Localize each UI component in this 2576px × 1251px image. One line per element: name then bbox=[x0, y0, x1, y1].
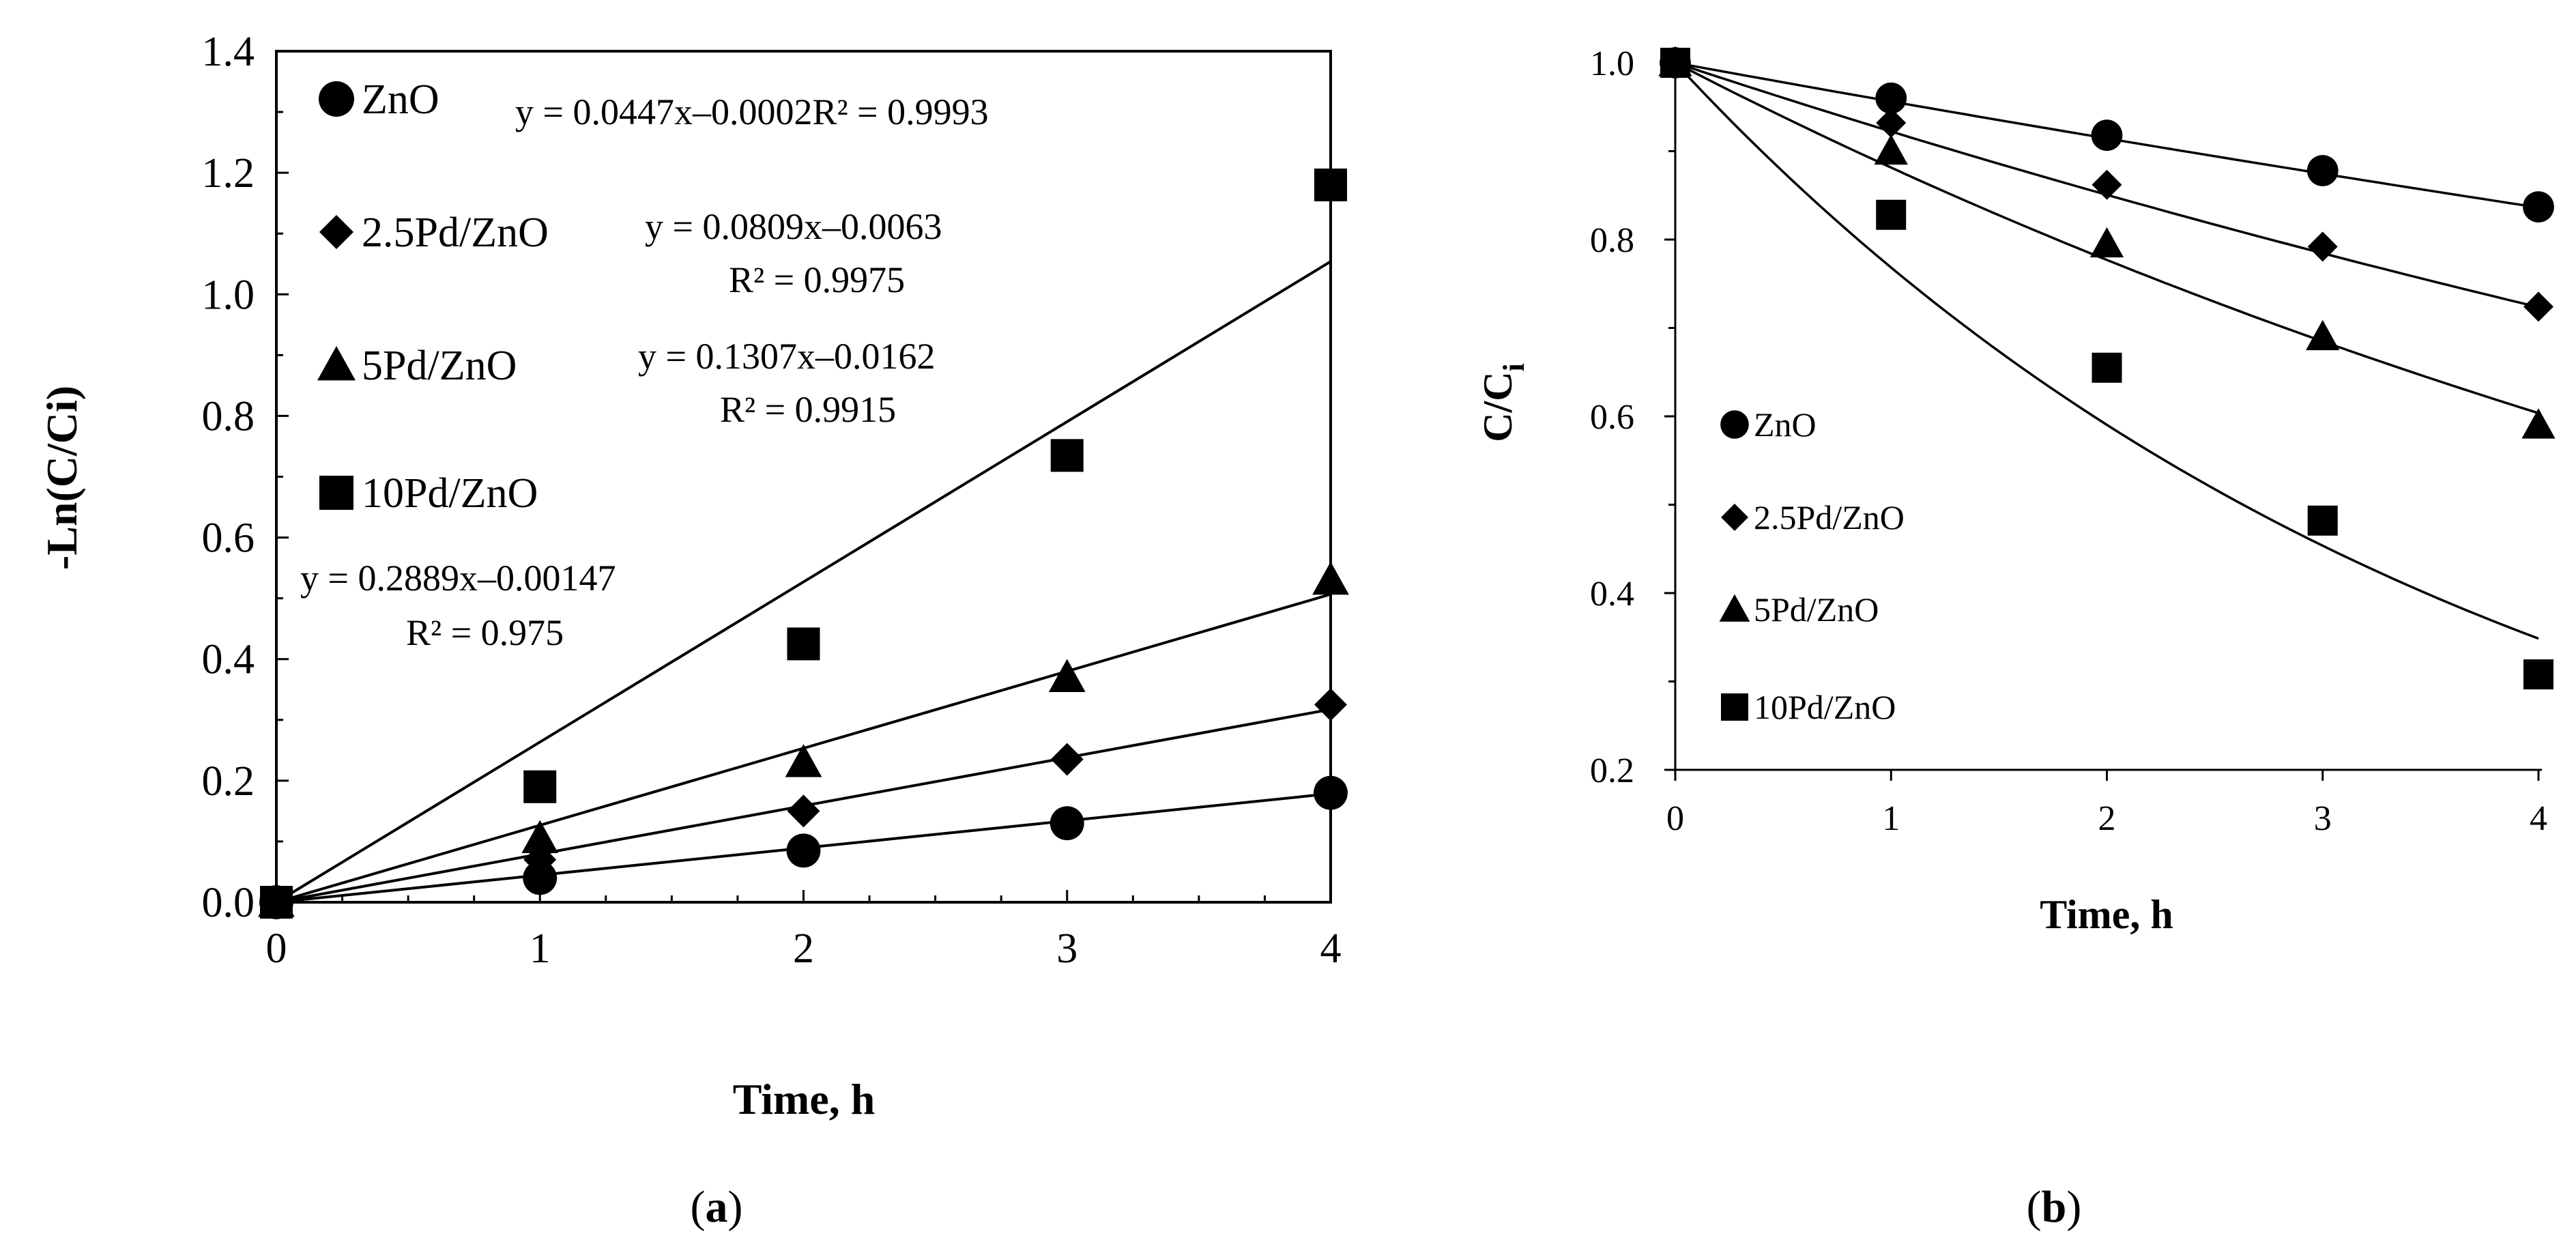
data-point-b-0 bbox=[1875, 82, 1907, 114]
y-tick-label-b: 0.8 bbox=[1590, 221, 1634, 260]
y-axis-title-a: -Ln(C/Ci) bbox=[38, 386, 86, 570]
data-point-2 bbox=[785, 744, 822, 777]
data-point-b-1 bbox=[1876, 108, 1907, 139]
legend-marker-b-3 bbox=[1721, 693, 1748, 721]
data-point-3 bbox=[1050, 439, 1084, 472]
r2-3: R² = 0.975 bbox=[406, 612, 564, 653]
data-point-1 bbox=[787, 794, 820, 828]
y-tick-label-b: 0.4 bbox=[1590, 575, 1634, 614]
x-tick-label-b: 3 bbox=[2314, 799, 2332, 838]
data-point-0 bbox=[523, 861, 558, 895]
r2-2: R² = 0.9915 bbox=[720, 389, 896, 430]
y-tick-label-a: 0.4 bbox=[202, 637, 255, 683]
panel-label-a: (a) bbox=[691, 1182, 743, 1232]
x-tick-label-a: 1 bbox=[530, 925, 551, 972]
legend-marker-b-0 bbox=[1720, 410, 1749, 439]
data-point-3 bbox=[260, 886, 293, 919]
x-tick-label-a: 0 bbox=[266, 925, 287, 972]
data-point-b-2 bbox=[2306, 319, 2340, 351]
legend-label-3: 10Pd/ZnO bbox=[362, 470, 538, 517]
chart-a: 0.0 0.2 0.4 0.6 0.8 1.0 1.2 1.4 0 1 2 3 4 ZnO 2.5Pd/Zn… bbox=[38, 29, 1349, 1232]
data-point-b-2 bbox=[2521, 408, 2556, 439]
data-point-b-0 bbox=[2306, 155, 2339, 186]
x-tick-label-b: 4 bbox=[2530, 799, 2547, 838]
data-point-b-3 bbox=[2523, 659, 2553, 690]
data-point-b-1 bbox=[2092, 169, 2122, 200]
y-tick-label-a: 1.2 bbox=[202, 150, 255, 197]
chart-b: 0.2 0.4 0.6 0.8 1.0 0 1 2 3 4 ZnO 2.5Pd/ZnO 5Pd/ZnO 1… bbox=[1475, 44, 2556, 1232]
x-tick-label-a: 4 bbox=[1320, 925, 1342, 972]
legend-label-b-3: 10Pd/ZnO bbox=[1754, 688, 1896, 726]
y-axis-title-b-subscript: i bbox=[1497, 363, 1531, 371]
equation-0: y = 0.0447x–0.0002R² = 0.9993 bbox=[515, 91, 989, 132]
legend-label-b-0: ZnO bbox=[1754, 405, 1817, 444]
data-point-b-3 bbox=[2307, 505, 2338, 536]
data-point-3 bbox=[787, 627, 820, 661]
data-point-b-1 bbox=[2523, 291, 2553, 322]
panel-label-a-open: ( bbox=[691, 1182, 706, 1232]
data-point-b-2 bbox=[1874, 134, 1908, 165]
y-axis-title-b: C/Ci bbox=[1475, 363, 1531, 442]
legend-label-b-1: 2.5Pd/ZnO bbox=[1754, 498, 1905, 536]
x-axis-title-b: Time, h bbox=[2040, 892, 2173, 937]
fit-curve-b-3 bbox=[1674, 61, 2539, 640]
data-point-2 bbox=[1312, 562, 1349, 595]
x-tick-label-a: 2 bbox=[793, 925, 814, 972]
y-tick-label-b: 1.0 bbox=[1590, 44, 1634, 83]
data-point-0 bbox=[1314, 775, 1348, 810]
data-point-b-3 bbox=[1660, 48, 1690, 78]
equation-3: y = 0.2889x–0.00147 bbox=[300, 558, 616, 599]
data-point-b-0 bbox=[2523, 191, 2554, 222]
legend-marker-3 bbox=[319, 476, 353, 510]
equation-1: y = 0.0809x–0.0063 bbox=[645, 206, 942, 247]
x-axis-title-a: Time, h bbox=[733, 1075, 875, 1123]
legend-marker-0 bbox=[319, 81, 354, 117]
fit-curve-b-2 bbox=[1675, 61, 2539, 414]
equation-2: y = 0.1307x–0.0162 bbox=[638, 336, 935, 377]
panel-label-b-letter: b bbox=[2042, 1182, 2067, 1232]
y-tick-label-a: 0.8 bbox=[202, 393, 255, 440]
y-tick-label-a: 0.0 bbox=[202, 880, 255, 926]
data-point-1 bbox=[1314, 688, 1347, 721]
panel-label-b-open: ( bbox=[2027, 1182, 2042, 1232]
y-tick-label-a: 0.6 bbox=[202, 515, 255, 562]
data-point-2 bbox=[521, 820, 559, 853]
x-tick-label-b: 0 bbox=[1666, 799, 1684, 838]
x-tick-label-a: 3 bbox=[1056, 925, 1077, 972]
y-tick-label-a: 1.0 bbox=[202, 272, 255, 318]
legend-marker-2 bbox=[317, 346, 356, 381]
r2-1: R² = 0.9975 bbox=[729, 259, 905, 300]
legend-label-b-2: 5Pd/ZnO bbox=[1754, 590, 1879, 629]
panel-label-b: (b) bbox=[2027, 1182, 2082, 1232]
legend-label-0: ZnO bbox=[362, 76, 439, 123]
legend-marker-b-2 bbox=[1719, 594, 1750, 622]
fit-line-3 bbox=[275, 260, 1332, 904]
panel-label-b-close: ) bbox=[2066, 1182, 2081, 1232]
data-point-3 bbox=[523, 770, 557, 803]
data-point-3 bbox=[1314, 168, 1347, 201]
legend-marker-1 bbox=[319, 215, 353, 249]
y-tick-label-b: 0.2 bbox=[1590, 751, 1634, 790]
y-tick-label-a: 1.4 bbox=[202, 29, 255, 75]
data-point-0 bbox=[786, 833, 821, 868]
data-point-2 bbox=[1048, 659, 1086, 692]
y-tick-label-b: 0.6 bbox=[1590, 398, 1634, 437]
legend-label-2: 5Pd/ZnO bbox=[362, 343, 517, 389]
x-tick-label-b: 2 bbox=[2098, 799, 2116, 838]
legend-label-1: 2.5Pd/ZnO bbox=[362, 210, 549, 256]
panel-label-a-letter: a bbox=[706, 1182, 728, 1232]
y-tick-label-a: 0.2 bbox=[202, 758, 255, 805]
data-point-b-0 bbox=[2091, 119, 2123, 152]
data-point-0 bbox=[1050, 806, 1084, 841]
data-point-b-3 bbox=[1876, 199, 1907, 230]
data-point-b-3 bbox=[2092, 352, 2122, 383]
data-point-1 bbox=[1050, 743, 1084, 776]
y-axis-title-b-main: C/C bbox=[1475, 371, 1520, 442]
data-point-b-1 bbox=[2307, 231, 2338, 262]
panel-label-a-close: ) bbox=[728, 1182, 743, 1232]
data-point-b-2 bbox=[2089, 227, 2124, 258]
x-tick-label-b: 1 bbox=[1882, 799, 1900, 838]
legend-marker-b-1 bbox=[1721, 504, 1748, 531]
